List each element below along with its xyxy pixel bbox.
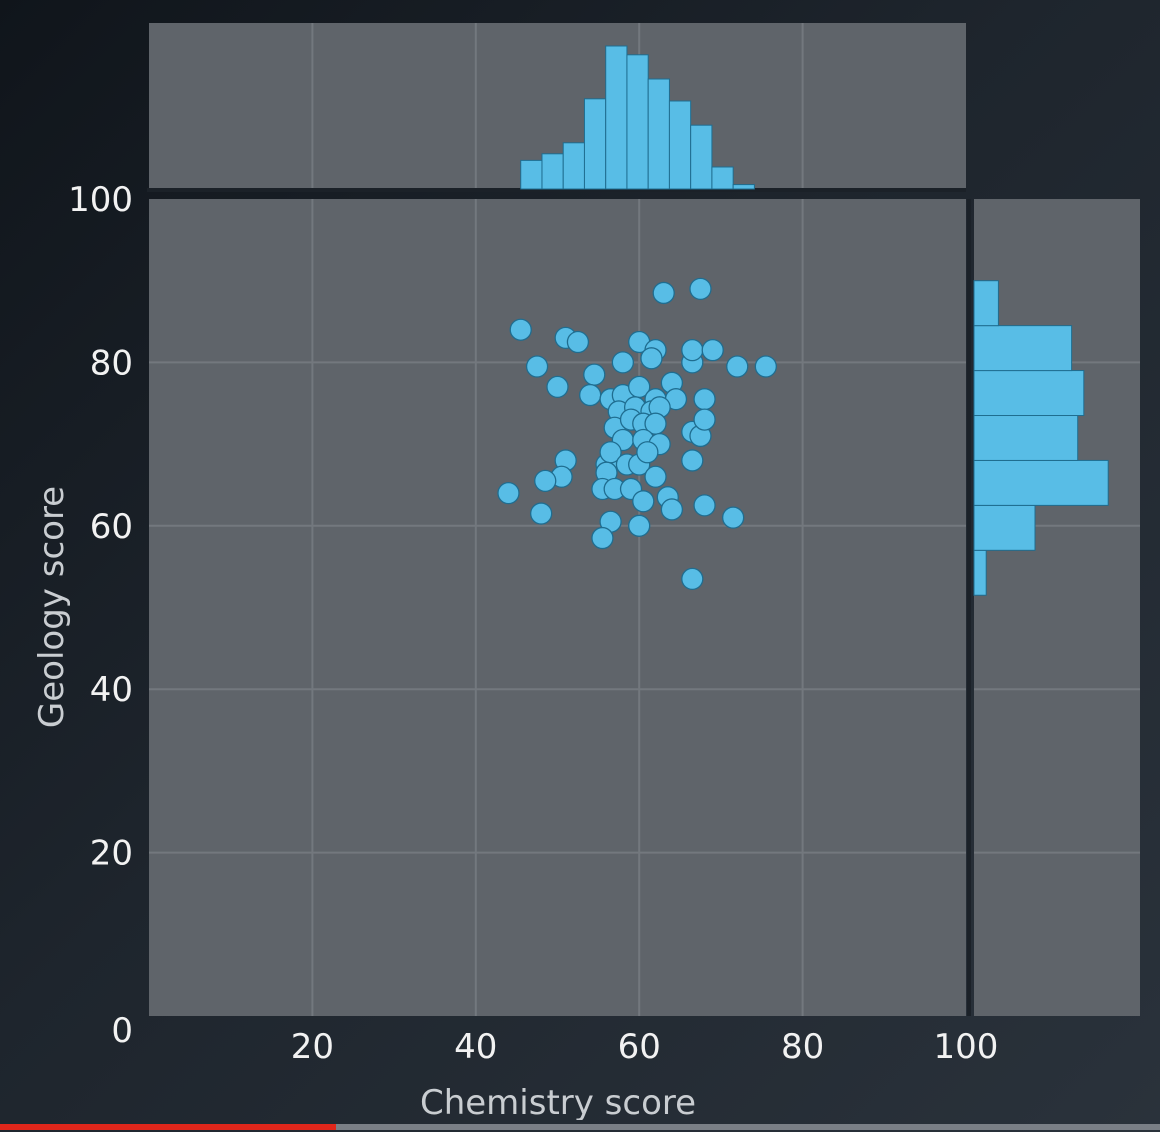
x-tick-label: 40 <box>454 1027 497 1067</box>
scatter-point <box>693 388 716 411</box>
axis-labels: Chemistry score Geology score 20 40 60 80 10… <box>32 180 999 1123</box>
top-histogram-bar <box>541 153 564 190</box>
right-histogram-bar <box>973 504 1036 551</box>
scatter-point <box>701 338 724 362</box>
scatter-point <box>681 567 704 591</box>
scatter-panel <box>149 199 966 1016</box>
scatter-point <box>726 355 749 378</box>
scatter-point <box>681 338 704 362</box>
scatter-point <box>644 465 667 488</box>
x-axis-label: Chemistry score <box>420 1083 696 1120</box>
scatter-point <box>497 481 520 505</box>
scatter-point <box>636 441 659 464</box>
scatter-point <box>530 502 553 525</box>
right-histogram-bar <box>973 325 1073 372</box>
scatter-plot-area <box>149 199 966 1016</box>
top-histogram-bar <box>562 142 585 190</box>
scatter-point <box>525 355 549 378</box>
scatter-point <box>583 363 606 386</box>
scatter-point <box>579 383 602 407</box>
top-histogram-bar <box>668 100 692 190</box>
y-tick-label: 100 <box>68 180 133 220</box>
right-histogram <box>967 199 1140 1016</box>
scatter-point <box>534 469 557 493</box>
scatter-point <box>754 355 777 378</box>
scatter-point <box>722 506 745 529</box>
scatter-point <box>640 347 663 370</box>
scatter-point <box>632 490 655 513</box>
scatter-point <box>681 449 704 472</box>
scatter-point <box>509 318 532 341</box>
top-histogram-bar <box>520 159 543 190</box>
top-histogram-bar <box>711 166 734 190</box>
y-tick-label: 20 <box>90 834 133 874</box>
y-axis-label: Geology score <box>32 486 72 728</box>
y-tick-label: 0 <box>111 1011 133 1051</box>
top-histogram-bar <box>732 184 755 190</box>
scatter-point <box>628 514 651 537</box>
top-histogram-bar <box>583 98 607 190</box>
scatter-point <box>689 277 712 301</box>
y-tick-label: 40 <box>90 670 133 710</box>
y-tick-label: 60 <box>90 507 133 547</box>
top-histogram <box>147 23 966 192</box>
video-progress-fill <box>0 1124 337 1130</box>
right-histogram-bar <box>973 459 1109 506</box>
scatter-point <box>693 408 716 431</box>
top-histogram-bar <box>690 124 713 190</box>
scatter-point <box>693 494 716 517</box>
top-histogram-bar <box>626 54 649 190</box>
scatter-point <box>611 351 635 374</box>
x-tick-label: 60 <box>618 1027 661 1067</box>
scatter-point <box>591 526 614 550</box>
scatter-point <box>566 330 590 354</box>
scatter-point <box>660 498 684 521</box>
right-histogram-bar <box>973 370 1085 417</box>
x-tick-label: 80 <box>781 1027 824 1067</box>
right-histogram-bar <box>973 415 1079 461</box>
right-histogram-bar <box>973 549 987 596</box>
scatter-point <box>546 375 569 399</box>
right-histogram-bar <box>973 280 999 327</box>
top-histogram-bar <box>647 78 670 190</box>
y-tick-label: 80 <box>90 343 133 383</box>
video-progress-bar[interactable] <box>0 1124 1160 1130</box>
x-tick-label: 100 <box>934 1027 999 1067</box>
right-histogram-panel <box>974 199 1140 1016</box>
top-histogram-bar <box>605 45 628 190</box>
x-tick-label: 20 <box>291 1027 334 1067</box>
scatter-point <box>652 281 675 305</box>
